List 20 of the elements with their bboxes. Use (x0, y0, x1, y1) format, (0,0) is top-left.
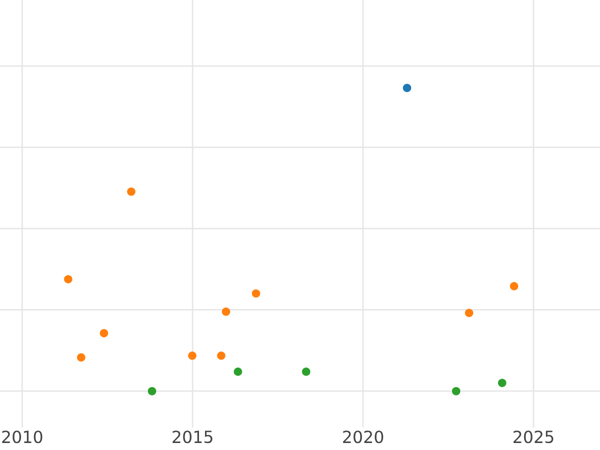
x-tick-label: 2010 (2, 430, 42, 444)
point (127, 187, 136, 196)
x-tick-label: 2020 (343, 430, 384, 444)
point (452, 386, 460, 396)
x-tick-label: 2015 (172, 430, 212, 444)
point (402, 84, 412, 92)
point (510, 282, 518, 290)
point (148, 386, 156, 396)
point (76, 353, 86, 362)
point (188, 351, 196, 360)
point (222, 308, 230, 316)
point (217, 351, 226, 360)
point (234, 368, 242, 376)
point (498, 378, 506, 388)
point (100, 329, 108, 338)
point (252, 289, 260, 298)
x-tick-label: 2025 (514, 430, 554, 444)
point (302, 368, 310, 376)
point (64, 275, 72, 284)
point (464, 308, 474, 318)
